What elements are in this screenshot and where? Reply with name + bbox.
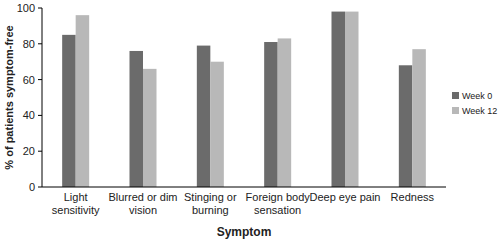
chart-svg: 0 20 40 60 80 100 Lightsensitivity Blurred or d… [0,0,500,243]
chart-container: 0 20 40 60 80 100 Lightsensitivity Blurred or d… [0,0,500,243]
label-line: sensation [254,204,301,216]
y-tick-label: 80 [23,38,35,50]
bar [345,12,359,187]
y-tick [38,79,42,80]
y-tick-label: 100 [17,2,35,14]
legend-swatch [452,92,459,99]
label-line: Redness [391,191,435,203]
legend-swatch [452,107,459,114]
bars [62,12,426,187]
y-tick-label: 60 [23,74,35,86]
x-axis-title: Symptom [217,225,272,239]
bar [210,62,224,187]
y-tick [38,8,42,9]
x-tick-label: Lightsensitivity [52,191,100,216]
legend-label: Week 0 [462,91,492,101]
label-line: Foreign body [246,191,311,203]
x-axis [42,187,446,188]
y-tick [38,115,42,116]
label-line: vision [129,204,157,216]
bar [264,42,278,187]
y-tick-label: 40 [23,109,35,121]
bar [332,12,346,187]
x-tick-label: Deep eye pain [310,191,381,203]
label-line: Blurred or dim [108,191,177,203]
label-line: burning [192,204,229,216]
bar [197,46,211,187]
y-axis [42,8,43,187]
bar [278,38,292,187]
bar [62,35,76,187]
label-line: sensitivity [52,204,100,216]
y-tick-label: 0 [29,181,35,193]
bar [412,49,426,187]
x-tick-label: Blurred or dimvision [108,191,177,216]
y-tick [38,43,42,44]
legend-label: Week 12 [462,106,497,116]
bar [399,65,413,187]
x-tick-label: Foreign bodysensation [246,191,311,216]
y-tick [38,151,42,152]
y-tick [38,187,42,188]
y-tick-label: 20 [23,145,35,157]
x-tick-label: Redness [391,191,435,203]
label-line: Deep eye pain [310,191,381,203]
x-tick-label: Stinging orburning [184,191,237,216]
y-axis-title: % of patients symptom-free [3,25,15,169]
label-line: Light [64,191,88,203]
bar [143,69,157,187]
bar [130,51,144,187]
bar [76,15,90,187]
label-line: Stinging or [184,191,237,203]
